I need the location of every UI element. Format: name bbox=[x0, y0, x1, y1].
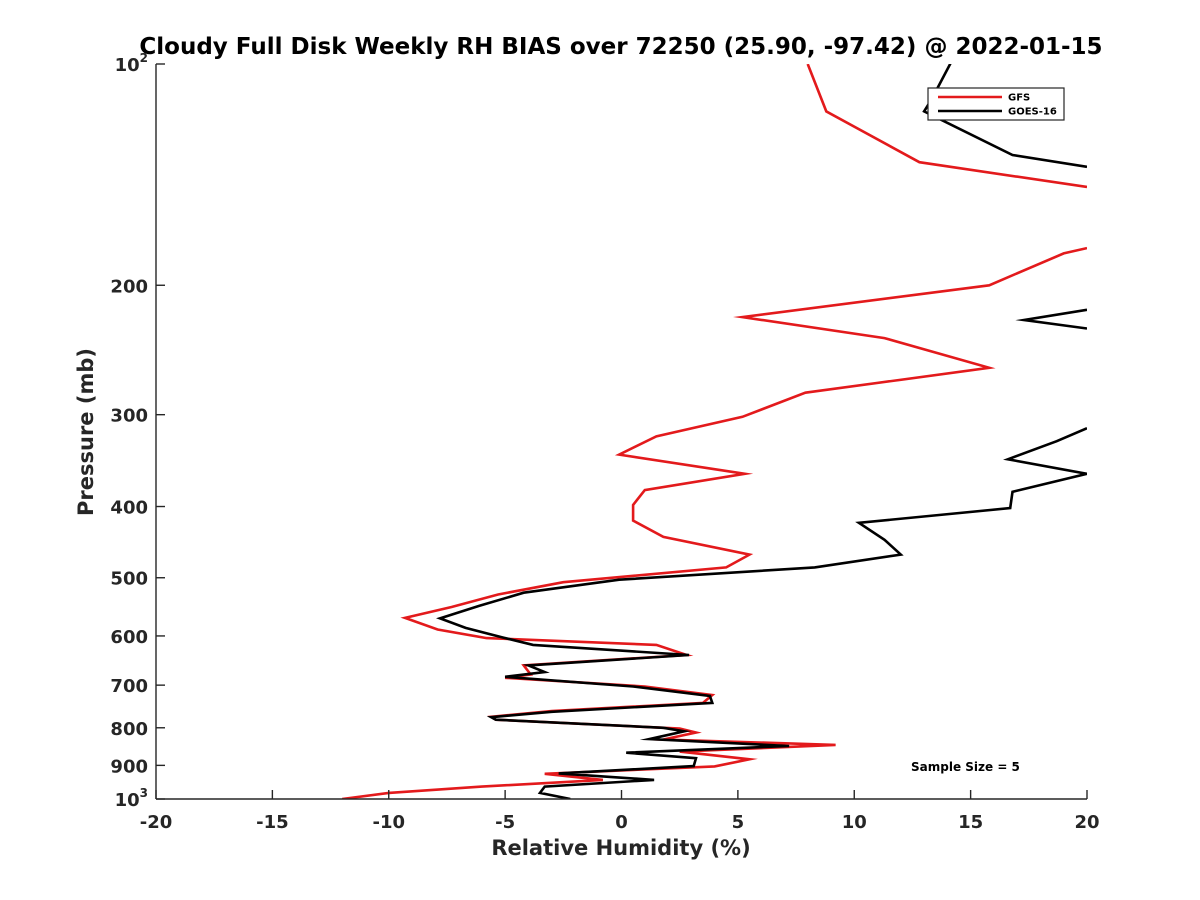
x-tick-label: -10 bbox=[372, 812, 405, 833]
sample-size-annotation: Sample Size = 5 bbox=[911, 760, 1020, 774]
x-tick-label: 5 bbox=[732, 812, 745, 833]
legend: GFS GOES-16 bbox=[927, 87, 1065, 121]
y-tick-label: 102 bbox=[115, 51, 148, 76]
y-axis-label: Pressure (mb) bbox=[74, 348, 98, 516]
y-tick-label: 300 bbox=[110, 406, 148, 427]
legend-label-gfs: GFS bbox=[1008, 93, 1030, 104]
x-tick-label: 0 bbox=[615, 812, 628, 833]
legend-box bbox=[927, 87, 1065, 121]
x-tick-label: 10 bbox=[842, 812, 867, 833]
series-line-goes-16-segment-2 bbox=[436, 427, 1087, 799]
series-line-goes-16-segment-1 bbox=[1015, 308, 1087, 330]
y-tick-label: 600 bbox=[110, 627, 148, 648]
series-line-gfs-segment-1 bbox=[342, 246, 1087, 799]
y-tick-label: 200 bbox=[110, 276, 148, 297]
y-tick-label: 400 bbox=[110, 498, 148, 519]
y-tick-label: 700 bbox=[110, 676, 148, 697]
y-tick-label: 103 bbox=[115, 786, 148, 811]
x-tick-label: -5 bbox=[495, 812, 515, 833]
legend-label-goes-16: GOES-16 bbox=[1008, 107, 1057, 118]
series-line-goes-16-segment-0 bbox=[922, 64, 1087, 169]
y-tick-label: 800 bbox=[110, 719, 148, 740]
y-tick-label: 900 bbox=[110, 756, 148, 777]
series-layer bbox=[342, 64, 1087, 799]
x-tick-label: 20 bbox=[1074, 812, 1099, 833]
x-tick-label: 15 bbox=[958, 812, 983, 833]
x-axis-label: Relative Humidity (%) bbox=[491, 836, 750, 860]
x-tick-label: -20 bbox=[140, 812, 173, 833]
chart-title: Cloudy Full Disk Weekly RH BIAS over 722… bbox=[139, 34, 1102, 60]
y-tick-label: 500 bbox=[110, 569, 148, 590]
axes-layer: -20 -15 -10 -5 0 5 10 15 20 102 200 300 400 500 600 700… bbox=[110, 51, 1099, 833]
x-tick-label: -15 bbox=[256, 812, 289, 833]
series-line-gfs-segment-0 bbox=[806, 64, 1087, 189]
